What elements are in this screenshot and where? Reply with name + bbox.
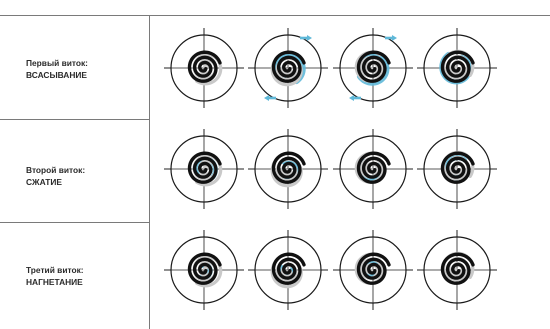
spiral-svg: [333, 28, 413, 108]
spiral-svg: [417, 230, 497, 310]
row-label-line1: Второй виток:: [26, 165, 86, 175]
spiral-cell: [415, 127, 499, 211]
spiral-svg: [248, 230, 328, 310]
spiral-cell: [331, 228, 415, 312]
spiral-svg: [164, 129, 244, 209]
fixed-scroll: [187, 252, 222, 285]
inflow-arrow-icon: [300, 35, 312, 41]
spiral-svg: [333, 129, 413, 209]
spiral-cell: [331, 127, 415, 211]
spiral-cell: [162, 127, 246, 211]
row-label-line2: СЖАТИЕ: [26, 177, 62, 187]
row-label-line1: Первый виток:: [26, 58, 88, 68]
top-divider: [0, 15, 550, 16]
fixed-scroll: [356, 50, 391, 83]
spiral-svg: [248, 28, 328, 108]
row-divider-2: [0, 222, 149, 223]
spiral-svg: [417, 28, 497, 108]
spiral-cell: [415, 26, 499, 110]
fixed-scroll: [271, 151, 306, 184]
row-label-suction: Первый виток: ВСАСЫВАНИЕ: [26, 57, 144, 81]
fixed-scroll: [440, 151, 475, 184]
row-label-compression: Второй виток: СЖАТИЕ: [26, 164, 144, 188]
inflow-arrow-icon: [349, 95, 361, 101]
spiral-cell: [415, 228, 499, 312]
spiral-cell: [246, 26, 330, 110]
fixed-scroll: [187, 151, 222, 184]
row-label-line2: ВСАСЫВАНИЕ: [26, 70, 87, 80]
spiral-svg: [164, 28, 244, 108]
spiral-cell: [331, 26, 415, 110]
inflow-arrow-icon: [385, 35, 397, 41]
fixed-scroll: [356, 151, 391, 184]
row-label-line2: НАГНЕТАНИЕ: [26, 277, 83, 287]
row-divider-1: [0, 119, 149, 120]
spiral-cell: [246, 228, 330, 312]
fixed-scroll: [440, 50, 475, 83]
spiral-cell: [162, 228, 246, 312]
fixed-scroll: [271, 252, 306, 285]
row-label-discharge: Третий виток: НАГНЕТАНИЕ: [26, 264, 144, 288]
spiral-svg: [248, 129, 328, 209]
fixed-scroll: [187, 50, 222, 83]
row-label-line1: Третий виток:: [26, 265, 84, 275]
fixed-scroll: [356, 252, 391, 285]
spiral-svg: [333, 230, 413, 310]
column-divider: [149, 15, 150, 329]
spiral-svg: [417, 129, 497, 209]
fixed-scroll: [271, 50, 306, 83]
fixed-scroll: [440, 252, 475, 285]
spiral-svg: [164, 230, 244, 310]
spiral-cell: [162, 26, 246, 110]
inflow-arrow-icon: [264, 95, 276, 101]
spiral-cell: [246, 127, 330, 211]
